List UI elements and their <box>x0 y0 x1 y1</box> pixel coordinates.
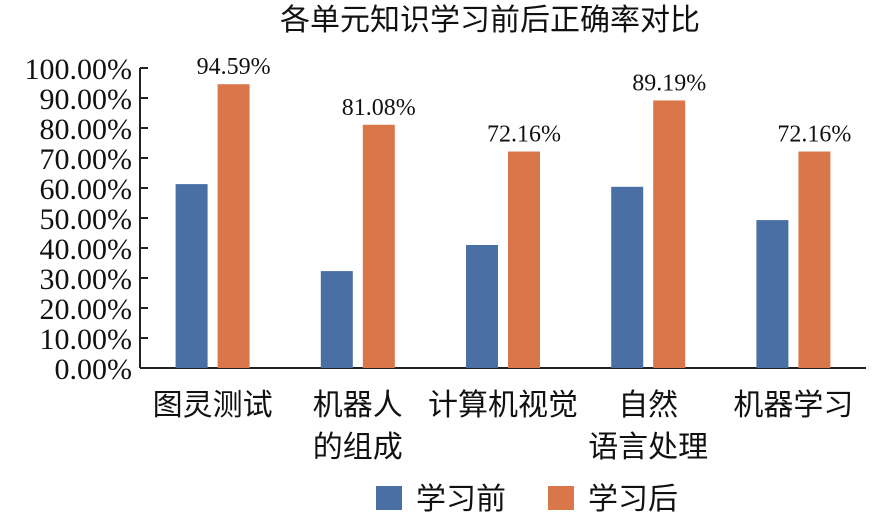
data-label: 94.59% <box>197 54 271 80</box>
legend-label: 学习前 <box>416 482 506 517</box>
legend-swatch <box>548 486 574 510</box>
bar-before <box>611 186 644 368</box>
x-category-label: 图灵测试 <box>153 388 273 423</box>
y-tick-label: 50.00% <box>40 203 133 236</box>
y-axis: 0.00%10.00%20.00%30.00%40.00%50.00%60.00… <box>25 53 148 386</box>
legend-swatch <box>376 486 402 510</box>
x-category-label: 机器人 <box>313 388 403 423</box>
x-category-label: 机器学习 <box>733 388 853 423</box>
legend: 学习前 学习后 <box>376 482 678 517</box>
y-tick-label: 10.00% <box>40 323 133 356</box>
y-tick-label: 90.00% <box>40 83 133 116</box>
y-tick-label: 80.00% <box>40 113 133 146</box>
data-label: 72.16% <box>487 122 561 148</box>
bar-after <box>508 151 540 368</box>
bar-after <box>653 100 686 369</box>
data-label: 89.19% <box>632 70 706 96</box>
y-tick-label: 100.00% <box>25 53 133 86</box>
x-category-label: 的组成 <box>313 430 403 465</box>
bar-after <box>798 151 831 368</box>
y-tick-label: 70.00% <box>40 143 133 176</box>
y-tick-label: 40.00% <box>40 233 133 266</box>
y-tick-label: 60.00% <box>40 173 133 206</box>
bars-group <box>175 84 831 369</box>
y-tick-label: 30.00% <box>40 263 133 296</box>
bar-before <box>320 271 353 368</box>
y-tick-label: 20.00% <box>40 293 133 326</box>
data-label: 72.16% <box>777 122 851 148</box>
bar-after <box>217 84 250 368</box>
x-category-label: 语言处理 <box>588 430 708 465</box>
data-label: 81.08% <box>342 95 416 121</box>
x-category-label: 自然 <box>618 388 678 423</box>
data-labels-group: 94.59% 81.08% 72.16% 89.19% 72.16% <box>197 54 852 147</box>
chart-title: 各单元知识学习前后正确率对比 <box>280 3 700 38</box>
bar-after <box>362 124 395 368</box>
y-tick-label: 0.00% <box>55 353 133 386</box>
x-category-label: 计算机视觉 <box>428 388 578 423</box>
bar-before <box>756 220 789 368</box>
legend-label: 学习后 <box>588 482 678 517</box>
bar-before <box>175 184 208 368</box>
bar-before <box>466 245 498 368</box>
